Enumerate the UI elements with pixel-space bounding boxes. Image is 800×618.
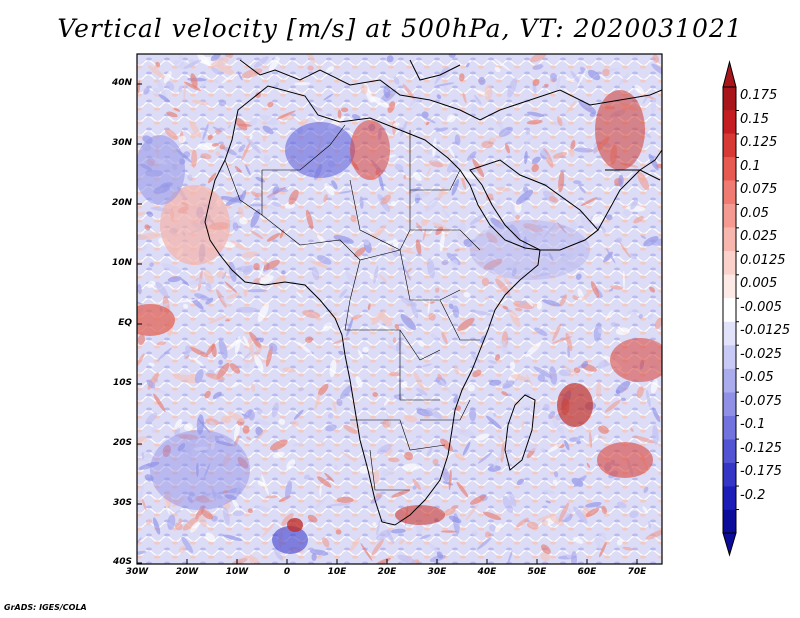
coastlines <box>204 59 662 526</box>
colorbar-segment <box>723 415 736 440</box>
colorbar-label: -0.175 <box>740 464 782 480</box>
lat-label: 40N <box>111 78 132 88</box>
lat-label: 10N <box>111 258 132 268</box>
colorbar-label: 0.005 <box>740 276 778 292</box>
lat-label: 30N <box>111 138 132 148</box>
lon-label: 10E <box>327 567 347 577</box>
colorbar-label: -0.075 <box>740 393 782 409</box>
lon-label: 20E <box>377 567 397 577</box>
velocity-field <box>137 54 662 564</box>
colorbar-label: 0.125 <box>740 135 778 151</box>
lat-label: 20S <box>112 438 132 448</box>
country-borders <box>224 124 481 491</box>
colorbar-label: -0.125 <box>740 440 782 456</box>
colorbar-segment <box>723 227 736 252</box>
colorbar-label: 0.05 <box>740 205 769 221</box>
lat-label: 10S <box>112 378 132 388</box>
colorbar-segment <box>723 180 736 205</box>
lon-label: 30W <box>125 567 149 577</box>
colorbar-label: 0.175 <box>740 88 778 104</box>
colorbar-label: 0.0125 <box>740 252 786 268</box>
lat-label: 20N <box>111 198 132 208</box>
colorbar-segment <box>723 251 736 275</box>
lon-label: 30E <box>427 567 447 577</box>
colorbar-segment <box>723 486 736 510</box>
lon-label: 20W <box>175 567 199 577</box>
colorbar-segment <box>723 321 736 346</box>
lon-label: 10W <box>225 567 249 577</box>
colorbar-label: 0.075 <box>740 182 778 198</box>
colorbar-label: -0.025 <box>740 346 782 362</box>
colorbar-label: -0.2 <box>740 487 766 503</box>
colorbar-label: 0.1 <box>740 158 761 174</box>
lat-label: EQ <box>118 318 132 328</box>
colorbar-label: -0.0125 <box>740 323 791 339</box>
colorbar-segment <box>723 298 736 322</box>
colorbar-label: -0.05 <box>740 370 774 386</box>
colorbar-bottom-arrow <box>722 532 737 557</box>
colorbar-segment <box>723 157 736 181</box>
lon-label: 70E <box>627 567 647 577</box>
colorbar-segment <box>723 133 736 158</box>
lon-label: 50E <box>527 567 547 577</box>
colorbar-segment <box>723 87 736 111</box>
colorbar-label: -0.1 <box>740 417 766 433</box>
colorbar-segment <box>723 368 736 393</box>
colorbar-label: 0.025 <box>740 229 778 245</box>
colorbar-segment <box>723 345 736 369</box>
lat-label: 40S <box>112 557 132 567</box>
colorbar-label: -0.005 <box>740 299 782 315</box>
plot-frame <box>136 53 663 565</box>
colorbar <box>722 60 739 557</box>
credit-label: GrADS: IGES/COLA <box>4 603 87 612</box>
colorbar-label: 0.15 <box>740 111 769 127</box>
colorbar-segment <box>723 110 736 134</box>
lon-label: 0 <box>283 567 291 577</box>
colorbar-frame <box>722 86 737 534</box>
colorbar-segment <box>723 509 736 533</box>
colorbar-segment <box>723 439 736 463</box>
colorbar-segment <box>723 392 736 416</box>
colorbar-segment <box>723 462 736 487</box>
colorbar-segment <box>723 204 736 228</box>
lon-label: 40E <box>477 567 497 577</box>
lon-label: 60E <box>577 567 597 577</box>
lat-label: 30S <box>112 498 132 508</box>
colorbar-segment <box>723 274 736 299</box>
colorbar-top-arrow <box>722 60 737 88</box>
map-title: Vertical velocity [m/s] at 500hPa, VT: 2… <box>57 14 743 43</box>
